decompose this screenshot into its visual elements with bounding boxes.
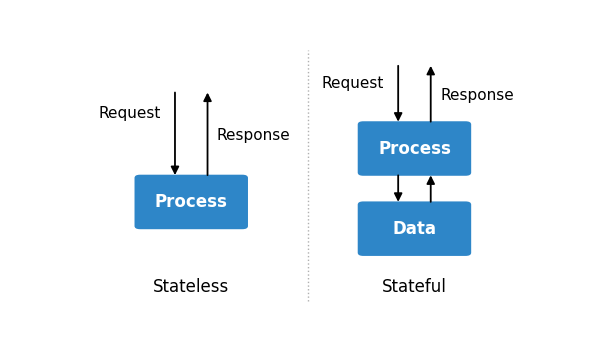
Text: Stateless: Stateless [153,278,229,296]
Text: Stateful: Stateful [382,278,447,296]
FancyBboxPatch shape [358,121,471,176]
FancyBboxPatch shape [134,175,248,229]
Text: Response: Response [217,128,290,143]
Text: Data: Data [392,220,436,238]
FancyBboxPatch shape [358,201,471,256]
Text: Process: Process [378,139,451,158]
Text: Request: Request [322,76,384,91]
Text: Process: Process [155,193,227,211]
Text: Request: Request [98,106,161,121]
Text: Response: Response [440,87,514,103]
